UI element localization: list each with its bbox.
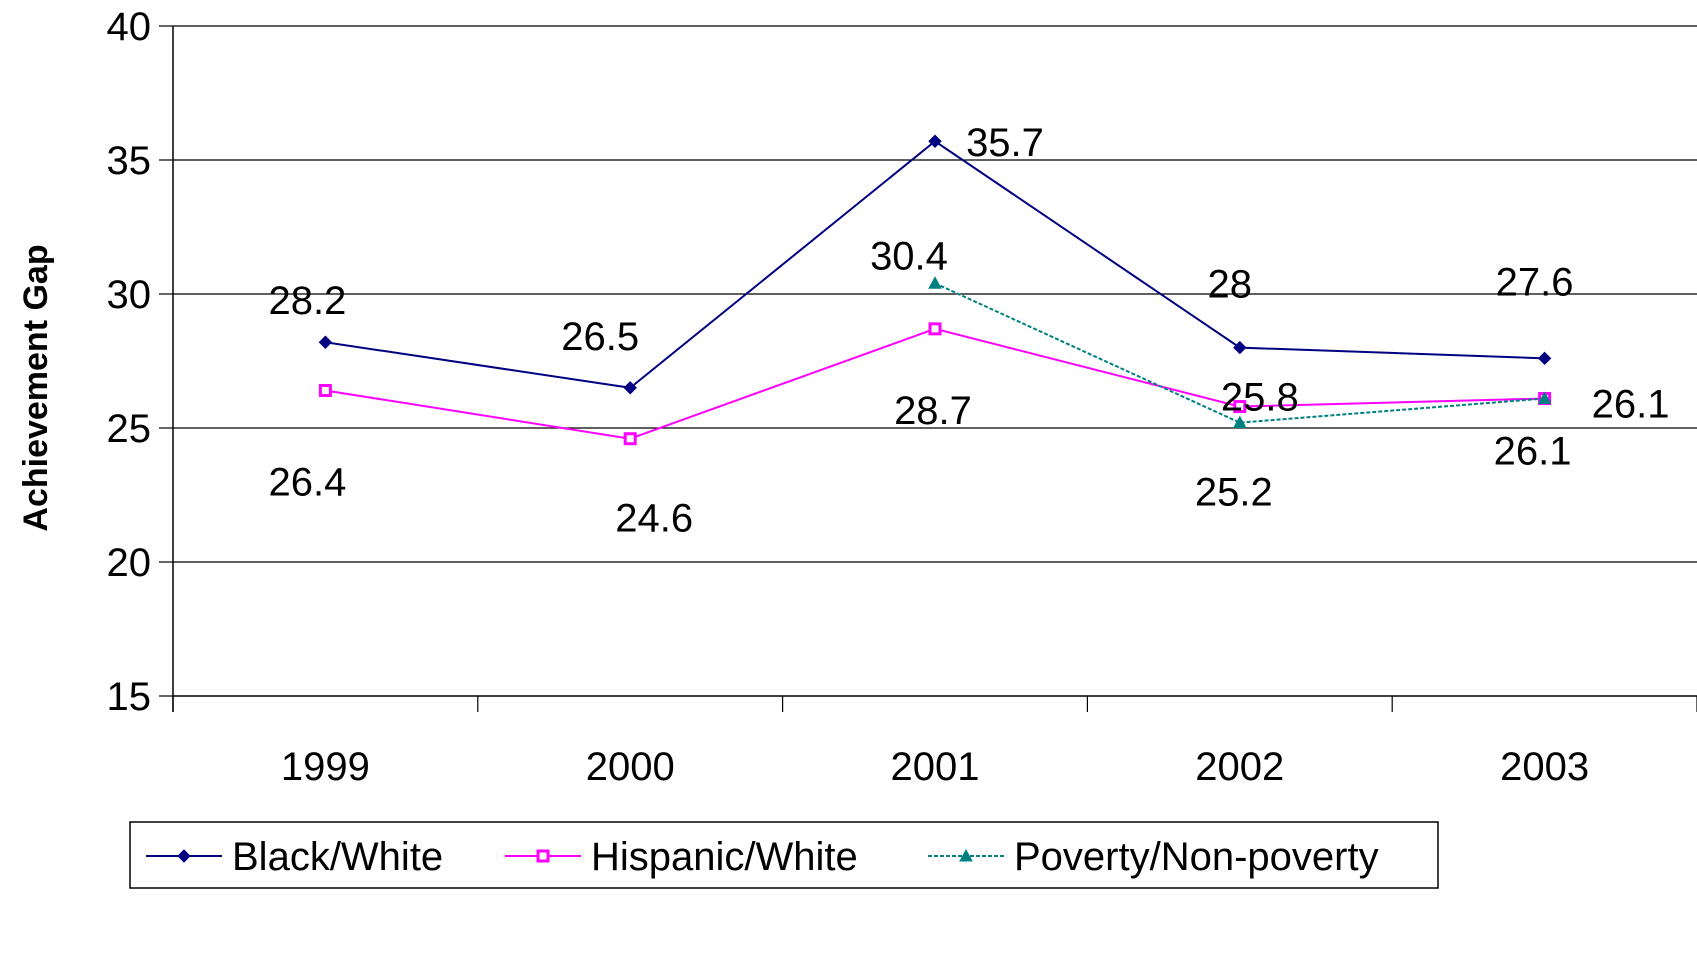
series-black-white xyxy=(318,134,1552,395)
legend-label: Poverty/Non-poverty xyxy=(1014,835,1379,879)
square-marker xyxy=(318,383,332,397)
y-tick-label: 40 xyxy=(107,5,152,49)
x-tick-label: 2000 xyxy=(586,745,675,789)
triangle-marker xyxy=(1537,391,1552,405)
x-tick-label: 2002 xyxy=(1195,745,1284,789)
legend-box xyxy=(129,821,1439,889)
data-label: 28.2 xyxy=(268,279,346,323)
legend-entry[interactable]: Poverty/Non-poverty xyxy=(928,835,1379,879)
square-marker xyxy=(623,432,637,446)
data-label: 28 xyxy=(1208,263,1253,307)
triangle-marker xyxy=(928,276,942,289)
x-tick-label: 2001 xyxy=(891,745,980,789)
data-labels: 28.2 26.5 35.7 28 27.6 26.4 24.6 28.7 25.8 26.1 30… xyxy=(268,121,1669,540)
square-marker xyxy=(928,322,942,336)
data-label: 26.1 xyxy=(1592,383,1670,427)
y-tick-label: 35 xyxy=(107,139,152,183)
data-label: 26.4 xyxy=(268,460,346,504)
triangle-marker xyxy=(959,848,973,862)
gridlines xyxy=(173,25,1697,563)
x-tick-label: 1999 xyxy=(281,745,370,789)
square-marker xyxy=(536,849,550,863)
data-label: 25.2 xyxy=(1195,471,1273,515)
legend-label: Hispanic/White xyxy=(591,835,858,879)
legend-label: Black/White xyxy=(232,835,443,879)
data-label: 26.5 xyxy=(561,315,639,359)
x-tick-labels: 1999 2000 2001 2002 2003 xyxy=(281,745,1589,789)
y-tick-label: 30 xyxy=(107,273,152,317)
y-tick-label: 20 xyxy=(107,541,152,585)
diamond-marker xyxy=(1537,351,1552,366)
data-label: 30.4 xyxy=(870,234,948,278)
y-tick-label: 25 xyxy=(107,407,152,451)
diamond-marker xyxy=(1233,340,1247,355)
triangle-marker xyxy=(1232,415,1247,429)
diamond-marker xyxy=(318,335,333,349)
y-axis-title: Achievement Gap xyxy=(17,244,55,531)
data-label: 28.7 xyxy=(894,389,972,433)
data-label: 26.1 xyxy=(1494,430,1572,474)
series-poverty-non-poverty xyxy=(928,276,1552,429)
diamond-marker xyxy=(928,134,942,148)
data-label: 24.6 xyxy=(615,497,693,541)
axes xyxy=(159,25,1697,712)
x-tick-label: 2003 xyxy=(1500,745,1589,789)
diamond-marker xyxy=(177,849,191,863)
data-label: 25.8 xyxy=(1221,376,1299,420)
data-label: 27.6 xyxy=(1496,260,1574,304)
legend-entry[interactable]: Black/White xyxy=(146,835,443,879)
series-line xyxy=(934,282,1545,424)
y-tick-label: 15 xyxy=(107,675,152,719)
series-group xyxy=(318,134,1552,446)
legend-entry[interactable]: Hispanic/White xyxy=(505,835,858,879)
square-marker xyxy=(1233,400,1247,414)
y-tick-labels: 15 20 25 30 35 40 xyxy=(107,5,152,719)
data-label: 35.7 xyxy=(966,121,1044,165)
diamond-marker xyxy=(623,381,637,395)
legend[interactable]: Black/White Hispanic/White Poverty/Non-pov… xyxy=(129,821,1439,889)
